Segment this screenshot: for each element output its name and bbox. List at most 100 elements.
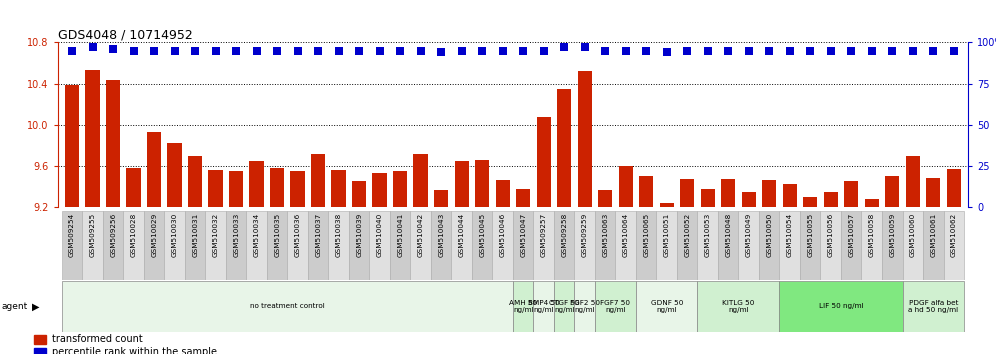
Bar — [208, 170, 223, 207]
Point — [638, 48, 654, 53]
Bar — [636, 281, 697, 332]
Text: GDS4048 / 10714952: GDS4048 / 10714952 — [58, 28, 192, 41]
Text: CTGF 50
ng/ml: CTGF 50 ng/ml — [549, 300, 580, 313]
Bar — [554, 211, 575, 280]
Bar — [454, 161, 469, 207]
Point — [125, 48, 141, 53]
Bar — [332, 170, 346, 207]
Text: GSM510062: GSM510062 — [951, 213, 957, 257]
Text: GSM510037: GSM510037 — [315, 213, 321, 257]
Bar — [639, 176, 653, 207]
Bar — [349, 211, 370, 280]
Bar — [619, 166, 632, 207]
Bar — [393, 171, 407, 207]
Point — [269, 48, 285, 53]
Point — [166, 48, 182, 53]
Text: GSM510048: GSM510048 — [725, 213, 731, 257]
Bar — [496, 180, 510, 207]
Text: GSM510044: GSM510044 — [459, 213, 465, 257]
Point — [515, 48, 531, 53]
Bar — [124, 211, 143, 280]
Bar — [352, 181, 367, 207]
Bar — [188, 156, 202, 207]
Bar — [616, 211, 636, 280]
Bar — [288, 211, 308, 280]
Bar — [780, 281, 902, 332]
Text: GSM510049: GSM510049 — [746, 213, 752, 257]
Text: FGF2 50
ng/ml: FGF2 50 ng/ml — [570, 300, 600, 313]
Bar — [803, 197, 818, 207]
Point — [331, 48, 347, 53]
Bar — [270, 168, 284, 207]
Bar — [656, 211, 677, 280]
Bar — [659, 203, 674, 207]
Point — [925, 48, 941, 53]
Bar — [431, 211, 451, 280]
Bar — [291, 171, 305, 207]
Text: GSM510064: GSM510064 — [622, 213, 628, 257]
Point — [823, 48, 839, 53]
Bar — [267, 211, 288, 280]
Bar — [34, 348, 46, 354]
Text: GSM509259: GSM509259 — [582, 213, 588, 257]
Text: GSM509254: GSM509254 — [69, 213, 75, 257]
Text: GSM510034: GSM510034 — [254, 213, 260, 257]
Bar — [229, 171, 243, 207]
Bar — [718, 211, 738, 280]
Point — [85, 45, 101, 50]
Text: GSM510060: GSM510060 — [909, 213, 915, 257]
Bar — [103, 211, 124, 280]
Point — [310, 48, 326, 53]
Bar — [472, 211, 492, 280]
Text: GSM510040: GSM510040 — [376, 213, 382, 257]
Point — [495, 48, 511, 53]
Bar — [946, 169, 961, 207]
Text: PDGF alfa bet
a hd 50 ng/ml: PDGF alfa bet a hd 50 ng/ml — [908, 300, 958, 313]
Bar — [943, 211, 964, 280]
Bar — [844, 181, 859, 207]
Text: GSM510031: GSM510031 — [192, 213, 198, 257]
Text: GSM510038: GSM510038 — [336, 213, 342, 257]
Point — [884, 48, 900, 53]
Point — [474, 48, 490, 53]
Point — [208, 48, 224, 53]
Bar — [595, 281, 636, 332]
Text: no treatment control: no treatment control — [250, 303, 325, 309]
Bar — [308, 211, 329, 280]
Text: GSM510051: GSM510051 — [663, 213, 669, 257]
Bar — [492, 211, 513, 280]
Point — [946, 48, 962, 53]
Text: GDNF 50
ng/ml: GDNF 50 ng/ml — [650, 300, 683, 313]
Text: GSM510042: GSM510042 — [417, 213, 423, 257]
Text: transformed count: transformed count — [52, 334, 143, 344]
Bar — [841, 211, 862, 280]
Bar — [86, 70, 100, 207]
Point — [249, 48, 265, 53]
Text: GSM509257: GSM509257 — [541, 213, 547, 257]
Bar — [106, 80, 121, 207]
Text: GSM510061: GSM510061 — [930, 213, 936, 257]
Point — [658, 50, 674, 55]
Bar — [143, 211, 164, 280]
Point — [228, 48, 244, 53]
Text: GSM510033: GSM510033 — [233, 213, 239, 257]
Bar — [557, 89, 572, 207]
Point — [679, 48, 695, 53]
Text: KITLG 50
ng/ml: KITLG 50 ng/ml — [722, 300, 755, 313]
Bar — [680, 179, 694, 207]
Bar — [167, 143, 182, 207]
Text: GSM510043: GSM510043 — [438, 213, 444, 257]
Bar — [62, 281, 513, 332]
Bar — [513, 211, 534, 280]
Text: GSM510057: GSM510057 — [849, 213, 855, 257]
Bar — [246, 211, 267, 280]
Text: GSM510053: GSM510053 — [705, 213, 711, 257]
Bar — [413, 154, 428, 207]
Bar — [923, 211, 943, 280]
Bar — [65, 85, 80, 207]
Point — [106, 46, 122, 52]
Text: GSM510028: GSM510028 — [130, 213, 136, 257]
Bar — [598, 190, 613, 207]
Bar — [926, 178, 940, 207]
Text: GSM509256: GSM509256 — [111, 213, 117, 257]
